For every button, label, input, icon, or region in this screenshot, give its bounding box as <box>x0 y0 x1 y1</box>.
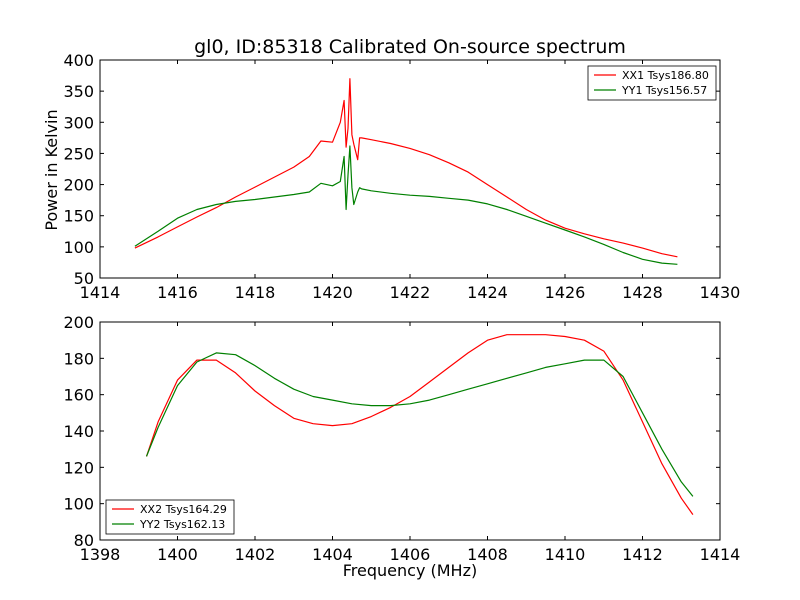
legend: XX2 Tsys164.29 YY2 Tsys162.13 <box>105 499 235 535</box>
x-tick-label: 1400 <box>157 545 198 564</box>
legend-box <box>587 65 717 101</box>
x-axis-label: Frequency (MHz) <box>343 561 477 580</box>
legend-label: YY1 Tsys156.57 <box>621 84 707 97</box>
series-line-0 <box>145 334 694 515</box>
x-tick-label: 1416 <box>157 283 198 302</box>
x-tick-label: 1418 <box>235 283 276 302</box>
y-tick-label: 140 <box>63 422 94 441</box>
x-tick-label: 1410 <box>545 545 586 564</box>
legend-label: YY2 Tsys162.13 <box>139 518 225 531</box>
x-tick-label: 1402 <box>235 545 276 564</box>
y-tick-label: 400 <box>63 51 94 70</box>
y-tick-label: 160 <box>63 386 94 405</box>
y-tick-label: 120 <box>63 458 94 477</box>
x-tick-label: 1406 <box>390 545 431 564</box>
x-tick-label: 1414 <box>80 283 121 302</box>
y-tick-label: 80 <box>74 531 94 550</box>
y-tick-label: 250 <box>63 144 94 163</box>
y-tick-label: 180 <box>63 349 94 368</box>
x-tick-label: 1420 <box>312 283 353 302</box>
y-tick-label: 200 <box>63 176 94 195</box>
top-plot: 1414 1416 1418 1420 1422 1424 1426 1428 1430 50 10… <box>63 51 740 302</box>
y-tick-label: 100 <box>63 238 94 257</box>
y-tick-label: 100 <box>63 495 94 514</box>
x-tick-label: 1428 <box>622 283 663 302</box>
y-tick-label: 350 <box>63 82 94 101</box>
x-tick-label: 1424 <box>467 283 508 302</box>
x-tick-label: 1426 <box>545 283 586 302</box>
y-tick-label: 150 <box>63 207 94 226</box>
x-tick-label: 1404 <box>312 545 353 564</box>
legend-label: XX1 Tsys186.80 <box>622 69 709 82</box>
bottom-plot: 1398 1400 1402 1404 1406 1408 1410 1412 1414 80 10… <box>63 313 740 564</box>
x-tick-label: 1414 <box>700 545 741 564</box>
series-line-1 <box>134 145 678 265</box>
x-tick-label: 1422 <box>390 283 431 302</box>
legend: XX1 Tsys186.80 YY1 Tsys156.57 <box>587 65 717 101</box>
x-tick-label: 1408 <box>467 545 508 564</box>
chart-title: gl0, ID:85318 Calibrated On-source spect… <box>194 36 626 58</box>
series-line-0 <box>134 78 678 258</box>
y-tick-label: 50 <box>74 269 94 288</box>
legend-box <box>105 499 235 535</box>
y-tick-label: 200 <box>63 313 94 332</box>
x-tick-label: 1430 <box>700 283 741 302</box>
y-tick-label: 300 <box>63 113 94 132</box>
series-line-1 <box>145 352 694 497</box>
x-tick-label: 1412 <box>622 545 663 564</box>
legend-label: XX2 Tsys164.29 <box>140 503 227 516</box>
y-axis-label-top: Power in Kelvin <box>42 109 61 230</box>
x-tick-label: 1398 <box>80 545 121 564</box>
